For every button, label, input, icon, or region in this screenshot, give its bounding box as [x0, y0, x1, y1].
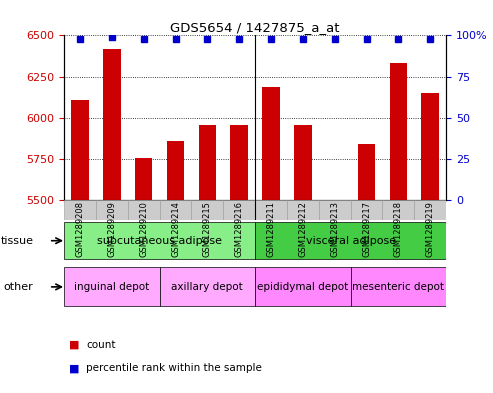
Bar — [255, 267, 351, 307]
Bar — [135, 158, 152, 200]
Bar — [160, 267, 255, 307]
Text: percentile rank within the sample: percentile rank within the sample — [86, 364, 262, 373]
Text: mesenteric depot: mesenteric depot — [352, 282, 444, 292]
Bar — [128, 200, 160, 220]
Text: GSM1289216: GSM1289216 — [235, 201, 244, 257]
Bar — [389, 63, 407, 200]
Bar — [96, 200, 128, 220]
Text: visceral adipose: visceral adipose — [306, 236, 396, 246]
Bar — [191, 200, 223, 220]
Text: ■: ■ — [69, 364, 79, 373]
Text: other: other — [4, 282, 34, 292]
Bar — [223, 200, 255, 220]
Bar — [383, 200, 414, 220]
Title: GDS5654 / 1427875_a_at: GDS5654 / 1427875_a_at — [171, 21, 340, 34]
Text: GSM1289218: GSM1289218 — [394, 201, 403, 257]
Bar — [262, 86, 280, 200]
Bar — [422, 93, 439, 200]
Bar — [358, 144, 375, 200]
Text: tissue: tissue — [0, 236, 34, 246]
Text: GSM1289219: GSM1289219 — [426, 201, 435, 257]
Bar — [255, 222, 446, 259]
Text: GSM1289213: GSM1289213 — [330, 201, 339, 257]
Text: GSM1289210: GSM1289210 — [139, 201, 148, 257]
Text: GSM1289215: GSM1289215 — [203, 201, 212, 257]
Text: GSM1289214: GSM1289214 — [171, 201, 180, 257]
Bar — [64, 267, 160, 307]
Bar — [160, 200, 191, 220]
Bar — [414, 200, 446, 220]
Bar — [64, 222, 255, 259]
Bar — [287, 200, 319, 220]
Text: epididymal depot: epididymal depot — [257, 282, 349, 292]
Text: GSM1289208: GSM1289208 — [75, 201, 84, 257]
Text: GSM1289217: GSM1289217 — [362, 201, 371, 257]
Text: GSM1289211: GSM1289211 — [267, 201, 276, 257]
Bar — [351, 267, 446, 307]
Text: subcutaneous adipose: subcutaneous adipose — [97, 236, 222, 246]
Bar — [255, 200, 287, 220]
Text: axillary depot: axillary depot — [172, 282, 243, 292]
Bar — [199, 125, 216, 200]
Bar — [351, 200, 383, 220]
Text: inguinal depot: inguinal depot — [74, 282, 149, 292]
Text: ■: ■ — [69, 340, 79, 350]
Bar — [230, 125, 248, 200]
Text: GSM1289212: GSM1289212 — [298, 201, 308, 257]
Bar — [103, 49, 121, 200]
Bar — [167, 141, 184, 200]
Bar — [319, 200, 351, 220]
Bar — [294, 125, 312, 200]
Bar — [71, 100, 89, 200]
Bar — [64, 200, 96, 220]
Text: count: count — [86, 340, 116, 350]
Text: GSM1289209: GSM1289209 — [107, 201, 116, 257]
